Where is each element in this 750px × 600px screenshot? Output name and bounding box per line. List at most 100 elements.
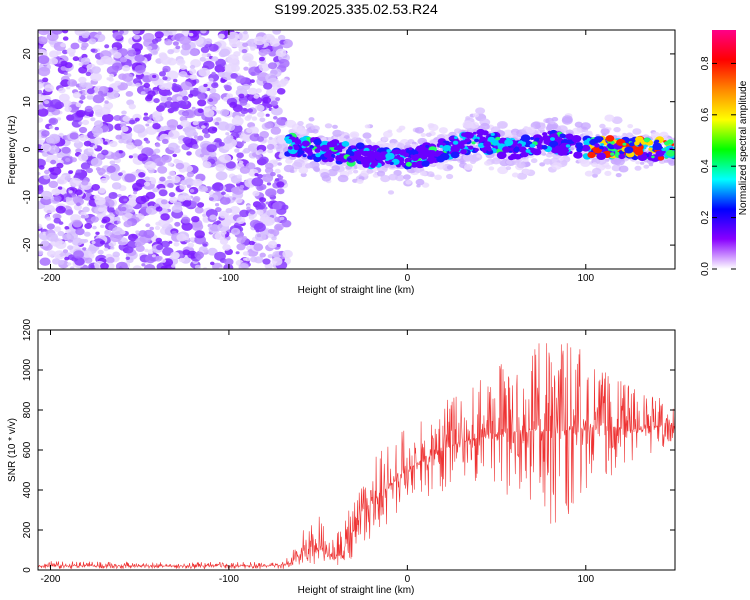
- noise-speck: [112, 251, 120, 258]
- ridge-core: [657, 155, 665, 161]
- noise-speck: [111, 62, 123, 71]
- ridge-halo: [546, 123, 558, 131]
- noise-speck: [143, 82, 151, 88]
- noise-speck: [133, 34, 140, 40]
- noise-speck: [143, 112, 148, 116]
- noise-speck: [202, 213, 207, 217]
- ridge-core: [490, 132, 495, 136]
- ridge-halo: [420, 171, 427, 176]
- ridge-halo: [549, 120, 555, 125]
- ridge-core: [610, 140, 615, 145]
- y-tick-label: 20: [22, 48, 33, 60]
- ridge-core: [439, 145, 444, 148]
- ridge-core: [315, 153, 321, 158]
- ridge-halo: [344, 135, 350, 139]
- ridge-halo: [362, 132, 372, 139]
- noise-speck: [137, 132, 146, 138]
- noise-speck: [85, 71, 92, 77]
- noise-speck: [236, 141, 244, 148]
- noise-speck: [69, 177, 82, 187]
- y-tick-label: 600: [22, 441, 33, 458]
- ridge-halo: [289, 169, 295, 173]
- noise-speck: [242, 42, 249, 48]
- noise-speck: [81, 42, 89, 48]
- noise-speck: [38, 55, 50, 65]
- noise-speck: [203, 60, 215, 70]
- noise-speck: [194, 206, 204, 214]
- ridge-halo: [405, 141, 411, 146]
- ridge-halo: [446, 165, 454, 170]
- noise-speck: [117, 194, 122, 198]
- ridge-core: [487, 147, 492, 152]
- noise-speck: [51, 188, 61, 196]
- noise-speck: [152, 114, 161, 121]
- noise-speck: [46, 216, 52, 221]
- noise-speck: [151, 254, 156, 258]
- noise-speck: [97, 31, 102, 35]
- noise-speck: [100, 106, 111, 115]
- noise-speck: [253, 222, 266, 232]
- ridge-halo: [383, 130, 393, 138]
- noise-speck: [112, 226, 123, 236]
- ridge-halo: [320, 172, 330, 179]
- ridge-core: [309, 145, 314, 149]
- noise-speck: [58, 132, 64, 137]
- ridge-halo: [506, 160, 513, 165]
- noise-speck: [108, 192, 118, 199]
- ridge-core: [643, 137, 651, 143]
- noise-speck: [84, 257, 93, 264]
- ridge-core: [454, 136, 458, 140]
- noise-speck: [113, 52, 122, 59]
- noise-speck: [97, 207, 104, 212]
- noise-speck: [232, 197, 237, 201]
- noise-speck: [193, 135, 199, 139]
- noise-speck: [132, 30, 141, 35]
- noise-speck: [63, 72, 68, 76]
- noise-speck: [167, 182, 174, 188]
- noise-speck: [262, 96, 272, 104]
- noise-speck: [265, 73, 277, 83]
- ridge-core: [476, 128, 486, 136]
- ridge-core: [389, 161, 394, 165]
- noise-speck: [94, 196, 106, 206]
- noise-speck: [78, 86, 83, 91]
- ridge-core: [323, 152, 332, 158]
- noise-speck: [243, 147, 251, 154]
- ridge-core: [362, 162, 370, 168]
- ridge-halo: [476, 154, 481, 158]
- noise-speck: [189, 237, 195, 241]
- noise-speck: [199, 56, 206, 62]
- noise-speck: [67, 245, 74, 251]
- noise-speck: [191, 216, 200, 223]
- noise-speck: [124, 173, 136, 183]
- noise-speck: [135, 196, 147, 205]
- y-tick-label: -10: [22, 190, 33, 205]
- ridge-halo: [643, 164, 650, 169]
- noise-speck: [279, 216, 285, 221]
- noise-speck: [53, 226, 62, 233]
- noise-speck: [102, 216, 111, 223]
- noise-speck: [189, 74, 197, 80]
- ridge-core: [513, 147, 520, 153]
- ridge-core: [529, 143, 536, 148]
- noise-speck: [42, 77, 49, 83]
- noise-speck: [76, 202, 81, 207]
- noise-speck: [226, 93, 233, 99]
- noise-speck: [203, 122, 208, 126]
- noise-speck: [274, 216, 282, 223]
- noise-speck: [78, 76, 87, 84]
- noise-speck: [208, 224, 221, 234]
- noise-speck: [182, 249, 191, 256]
- ridge-core: [581, 144, 591, 152]
- ridge-core: [530, 137, 535, 140]
- noise-speck: [174, 201, 182, 208]
- noise-speck: [64, 106, 72, 112]
- ridge-core: [587, 151, 596, 159]
- noise-speck: [225, 208, 233, 214]
- ridge-halo: [516, 161, 526, 169]
- noise-speck: [62, 49, 68, 55]
- noise-speck: [66, 262, 72, 266]
- noise-speck: [174, 221, 181, 227]
- noise-speck: [118, 172, 123, 177]
- noise-speck: [207, 126, 218, 134]
